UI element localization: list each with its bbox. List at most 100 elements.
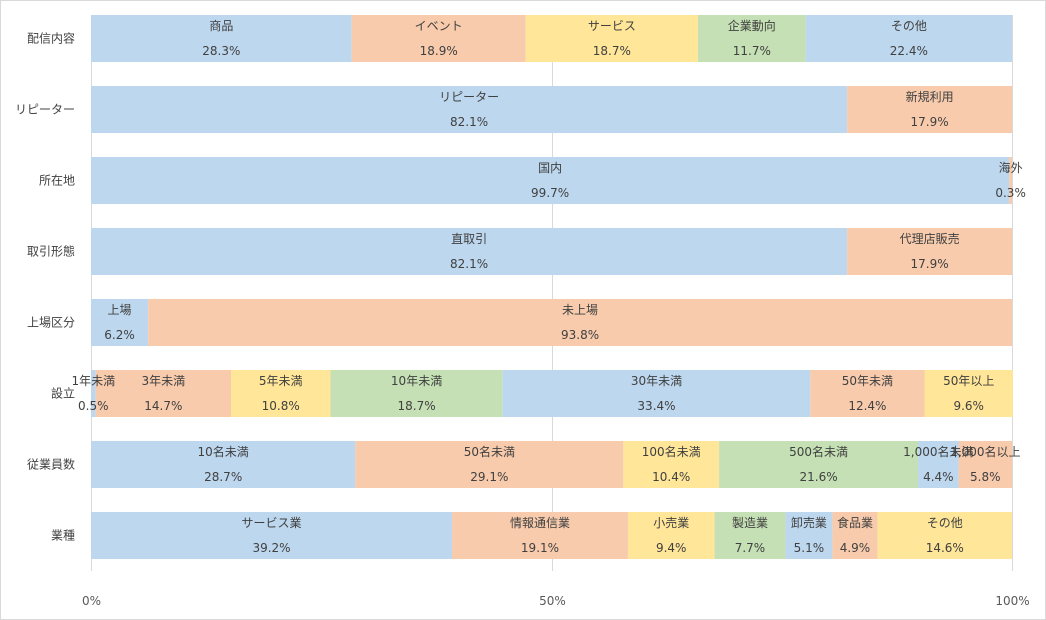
category-label: 取引形態	[27, 244, 75, 259]
x-tick-label: 50%	[539, 594, 566, 608]
bar-segment	[502, 370, 811, 417]
category-label: 所在地	[39, 174, 75, 188]
segment-value-label: 14.7%	[144, 399, 182, 413]
bar-segment	[832, 512, 878, 559]
bar-segment	[330, 370, 503, 417]
segment-name-label: 10名未満	[198, 444, 249, 459]
bar-segment	[525, 15, 698, 62]
bar-segment	[452, 512, 628, 559]
x-tick-label: 100%	[995, 594, 1029, 608]
bar-segment	[627, 512, 715, 559]
segment-value-label: 28.7%	[204, 470, 242, 484]
segment-value-label: 4.9%	[840, 541, 871, 555]
segment-value-label: 18.9%	[420, 44, 458, 58]
segment-value-label: 17.9%	[911, 115, 949, 129]
segment-value-label: 10.8%	[262, 399, 300, 413]
bar-segment	[623, 441, 720, 488]
bar-segment	[91, 86, 848, 133]
segment-value-label: 19.1%	[521, 541, 559, 555]
segment-name-label: 30年未満	[631, 374, 682, 388]
bar-area	[91, 15, 1013, 559]
bar-segment	[148, 299, 1013, 346]
segment-value-label: 10.4%	[652, 470, 690, 484]
bar-segment	[810, 370, 925, 417]
segment-value-label: 11.7%	[733, 44, 771, 58]
segment-name-label: 1,000名未満	[903, 444, 973, 459]
segment-name-label: 卸売業	[791, 515, 827, 530]
segment-name-label: イベント	[415, 19, 463, 33]
bar-segment	[958, 441, 1012, 488]
segment-value-label: 82.1%	[450, 257, 488, 271]
segment-name-label: サービス	[588, 19, 636, 33]
segment-value-label: 93.8%	[561, 328, 599, 342]
bar-segment	[918, 441, 959, 488]
bar-segment	[95, 370, 231, 417]
segment-name-label: 1年未満	[71, 374, 115, 388]
segment-name-label: 50名未満	[464, 444, 515, 459]
bar-segment	[847, 228, 1012, 275]
segment-value-label: 5.1%	[794, 541, 825, 555]
segment-name-label: 1,000名以上	[950, 444, 1020, 459]
bar-segment	[785, 512, 833, 559]
category-label: 上場区分	[27, 316, 75, 330]
segment-name-label: 小売業	[653, 515, 689, 530]
category-label: 従業員数	[27, 457, 75, 472]
segment-name-label: 商品	[209, 18, 233, 33]
bar-segment	[924, 370, 1013, 417]
bar-segment	[847, 86, 1012, 133]
segment-value-label: 21.6%	[800, 470, 838, 484]
segment-labels: 商品 28.3% イベント 18.9% サービス 18.7% 企業動向 11.7% その他 22.…	[71, 18, 1025, 555]
segment-name-label: 50年以上	[943, 374, 994, 388]
segment-value-label: 14.6%	[926, 541, 964, 555]
segment-value-label: 9.4%	[656, 541, 687, 555]
segment-value-label: 0.5%	[78, 399, 109, 413]
segment-name-label: その他	[927, 516, 963, 530]
segment-name-label: 10年未満	[391, 374, 442, 388]
segment-name-label: 国内	[538, 161, 562, 175]
segment-value-label: 9.6%	[953, 399, 984, 413]
segment-name-label: 情報通信業	[510, 516, 570, 530]
segment-name-label: リピーター	[439, 90, 499, 104]
segment-value-label: 22.4%	[890, 44, 928, 58]
bar-segment	[91, 299, 149, 346]
segment-value-label: 12.4%	[848, 399, 886, 413]
segment-name-label: 新規利用	[906, 89, 954, 104]
category-label: 設立	[51, 386, 75, 401]
segment-name-label: 直取引	[451, 232, 487, 246]
segment-value-label: 7.7%	[735, 541, 766, 555]
bar-segment	[1009, 157, 1012, 204]
category-label: 業種	[51, 529, 75, 543]
bar-segment	[351, 15, 526, 62]
bar-segment	[91, 228, 848, 275]
segment-name-label: 代理店販売	[900, 231, 960, 246]
bar-segment	[877, 512, 1012, 559]
segment-value-label: 29.1%	[470, 470, 508, 484]
segment-value-label: 39.2%	[252, 541, 290, 555]
segment-value-label: 4.4%	[923, 470, 954, 484]
segment-name-label: 上場	[108, 303, 132, 317]
bar-segment	[719, 441, 919, 488]
segment-name-label: 企業動向	[728, 18, 776, 33]
bar-segment	[91, 441, 356, 488]
segment-value-label: 18.7%	[593, 44, 631, 58]
bar-segment	[230, 370, 331, 417]
bar-segment	[91, 370, 96, 417]
segment-value-label: 33.4%	[637, 399, 675, 413]
segment-value-label: 99.7%	[531, 186, 569, 200]
bar-segment	[91, 15, 352, 62]
segment-value-label: 0.3%	[995, 186, 1026, 200]
segment-name-label: 50年未満	[842, 374, 893, 388]
bar-segment	[714, 512, 786, 559]
bar-segment	[697, 15, 806, 62]
value-axis: 0% 50% 100%	[82, 594, 1030, 608]
segment-value-label: 17.9%	[911, 257, 949, 271]
x-tick-label: 0%	[82, 594, 101, 608]
segment-name-label: 製造業	[732, 516, 768, 530]
segment-name-label: サービス業	[242, 516, 302, 530]
segment-name-label: 5年未満	[259, 374, 303, 388]
bar-segment	[355, 441, 624, 488]
segment-name-label: 100名未満	[642, 444, 701, 459]
